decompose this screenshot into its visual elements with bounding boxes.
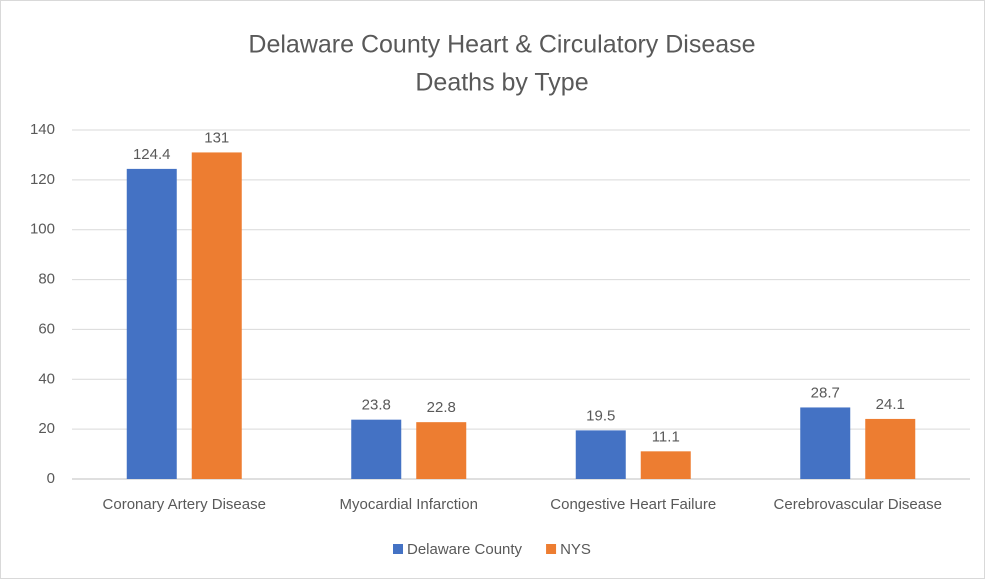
bar (416, 422, 467, 479)
y-tick-label: 80 (38, 271, 55, 288)
legend-swatch (393, 544, 403, 554)
bar (191, 152, 242, 479)
y-tick-label: 0 (47, 470, 55, 487)
chart-title: Delaware County Heart & Circulatory Dise… (248, 31, 755, 59)
legend-label: NYS (560, 541, 591, 558)
data-label: 131 (204, 129, 229, 146)
data-label: 22.8 (427, 399, 456, 416)
data-label: 23.8 (362, 397, 391, 414)
data-label: 24.1 (876, 396, 905, 413)
y-tick-label: 20 (38, 420, 55, 437)
y-tick-label: 60 (38, 320, 55, 337)
y-tick-label: 40 (38, 370, 55, 387)
legend-label: Delaware County (407, 541, 523, 558)
data-label: 11.1 (652, 428, 680, 445)
bar (800, 407, 851, 479)
bar (575, 430, 626, 479)
data-label: 124.4 (133, 146, 171, 163)
bar (351, 419, 402, 479)
legend-swatch (546, 544, 557, 554)
y-tick-label: 140 (30, 121, 55, 138)
x-tick-label: Cerebrovascular Disease (774, 496, 942, 513)
x-tick-label: Myocardial Infarction (340, 496, 478, 513)
bar (126, 168, 177, 480)
y-tick-label: 100 (30, 221, 55, 238)
data-label: 19.5 (586, 407, 615, 424)
data-label: 28.7 (811, 384, 840, 401)
x-tick-label: Coronary Artery Disease (103, 496, 266, 513)
bar (865, 418, 916, 479)
chart-title: Deaths by Type (415, 69, 588, 97)
y-tick-label: 120 (30, 171, 55, 188)
x-tick-label: Congestive Heart Failure (550, 496, 716, 513)
bar (640, 451, 691, 479)
